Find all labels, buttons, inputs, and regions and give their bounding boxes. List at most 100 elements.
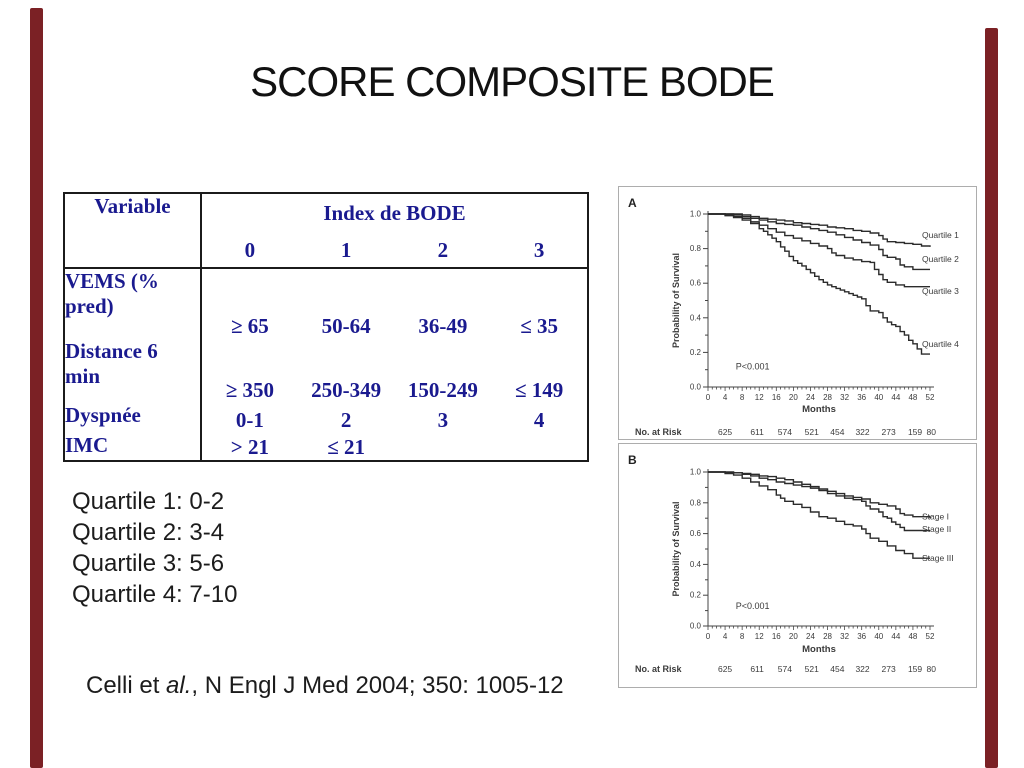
table-row: VEMS (% pred) ≥ 65 50-64 36-49 ≤ 35 (64, 268, 588, 339)
score-col-0: 0 (244, 237, 256, 262)
survival-chart-svg: B0.00.20.40.60.81.00 4 8 12 16 20 24 28 32 36 40 44… (628, 453, 954, 674)
x-tick-label: 40 (874, 393, 883, 402)
risk-number: 625 (718, 427, 732, 437)
risk-number: 159 (908, 427, 922, 437)
x-tick-label: 28 (823, 632, 832, 641)
survival-curve-quartile-1 (708, 213, 931, 247)
table-row: IMC > 21 ≤ 21 (64, 433, 588, 461)
x-tick-label: 4 (723, 393, 728, 402)
risk-number: 625 (718, 664, 732, 674)
table-cell: ≥ 65 (230, 314, 269, 339)
risk-number: 574 (778, 427, 792, 437)
x-tick-label: 12 (755, 393, 764, 402)
curve-label: Quartile 3 (922, 286, 959, 296)
risk-number: 521 (805, 664, 819, 674)
table-cell: ≥ 350 (225, 378, 275, 403)
y-axis-title: Probability of Survival (671, 253, 681, 348)
risk-number: 273 (881, 664, 895, 674)
row-label-imc: IMC (64, 433, 202, 461)
row-label-dyspnee: Dyspnée (64, 403, 202, 433)
table-cell: 50-64 (321, 314, 371, 339)
x-tick-label: 48 (908, 632, 917, 641)
quartile-line-3: Quartile 3: 5-6 (72, 550, 225, 577)
x-axis-title: Months (802, 644, 836, 655)
table-cell: ≤ 149 (514, 378, 564, 403)
x-tick-label: 40 (874, 632, 883, 641)
table-cell: 4 (533, 408, 545, 433)
y-tick-label: 0.0 (690, 383, 702, 392)
quartile-line-1: Quartile 1: 0-2 (72, 488, 225, 515)
x-tick-label: 52 (926, 632, 935, 641)
y-tick-label: 1.0 (690, 468, 702, 477)
x-tick-label: 44 (891, 632, 900, 641)
table-row: Dyspnée 0-1 2 3 4 (64, 403, 588, 433)
p-value-annotation: P<0.001 (736, 601, 770, 611)
survival-curve-stage-ii (708, 471, 930, 532)
table-header-variable: Variable (64, 193, 202, 268)
panel-letter: B (628, 453, 637, 467)
risk-number: 454 (830, 427, 844, 437)
table-cell: ≤ 21 (327, 435, 366, 460)
table-cell: 36-49 (418, 314, 468, 339)
table-cell: 250-349 (311, 378, 382, 403)
risk-number: 454 (830, 664, 844, 674)
y-tick-label: 0.6 (690, 279, 702, 288)
x-tick-label: 16 (772, 632, 781, 641)
row-label-vems: VEMS (% pred) (64, 268, 202, 339)
x-axis-title: Months (802, 404, 836, 415)
x-tick-label: 36 (857, 393, 866, 402)
score-col-1: 1 (340, 237, 352, 262)
survival-curve-quartile-2 (708, 213, 930, 271)
risk-number: 574 (778, 664, 792, 674)
x-tick-label: 32 (840, 393, 849, 402)
risk-number: 80 (927, 427, 937, 437)
y-tick-label: 0.0 (690, 622, 702, 631)
curve-label: Stage II (922, 524, 951, 534)
curve-label: Stage III (922, 553, 954, 563)
x-tick-label: 24 (806, 393, 815, 402)
y-tick-label: 0.2 (690, 348, 702, 357)
risk-row-label: No. at Risk (635, 427, 683, 437)
x-tick-label: 8 (740, 632, 745, 641)
x-tick-label: 52 (926, 393, 935, 402)
table-score-row: 0 1 2 3 (64, 233, 588, 268)
bode-index-table: Variable Index de BODE 0 1 2 3 VEMS (% p… (63, 192, 589, 462)
score-col-2: 2 (437, 237, 449, 262)
p-value-annotation: P<0.001 (736, 362, 770, 372)
risk-number: 611 (750, 427, 764, 437)
y-tick-label: 0.6 (690, 529, 702, 538)
quartile-line-2: Quartile 2: 3-4 (72, 519, 225, 546)
x-tick-label: 24 (806, 632, 815, 641)
left-accent-bar (30, 8, 43, 768)
y-tick-label: 0.4 (690, 560, 702, 569)
citation-italic: al. (166, 672, 192, 699)
x-tick-label: 20 (789, 393, 798, 402)
table-cell (395, 433, 492, 461)
table-cell: ≤ 35 (520, 314, 559, 339)
risk-row-label: No. at Risk (635, 664, 683, 674)
risk-number: 611 (750, 664, 764, 674)
table-header-group: Index de BODE (323, 201, 466, 226)
survival-curve-quartile-3 (708, 213, 930, 288)
survival-curve-stage-i (708, 471, 931, 519)
y-tick-label: 1.0 (690, 210, 702, 219)
x-tick-label: 12 (755, 632, 764, 641)
x-tick-label: 32 (840, 632, 849, 641)
y-axis-title: Probability of Survival (671, 501, 681, 596)
table-cell (491, 433, 588, 461)
table-header-row: Variable Index de BODE (64, 193, 588, 268)
x-tick-label: 44 (891, 393, 900, 402)
survival-chart-panel-b: B 0.0 0.2 0.4 0.6 0.8 1.0 0 4 8 12 16 20 24 28 32 36 40 44… (618, 443, 977, 688)
risk-number: 273 (881, 427, 895, 437)
table-cell: 150-249 (407, 378, 478, 403)
survival-chart-panel-a: A 0.0 0.2 0.4 0.6 0.8 1.0 0 4 8 12 16 20 24 28 32 36 40 44… (618, 186, 977, 440)
curve-label: Quartile 1 (922, 230, 959, 240)
y-tick-label: 0.8 (690, 244, 702, 253)
citation-prefix: Celli et (86, 672, 167, 699)
x-tick-label: 16 (772, 393, 781, 402)
quartile-definitions: Quartile 1: 0-2 Quartile 2: 3-4 Quartile… (72, 486, 237, 610)
citation: Celli et al., N Engl J Med 2004; 350: 10… (86, 672, 564, 700)
score-col-3: 3 (533, 237, 545, 262)
x-tick-label: 20 (789, 632, 798, 641)
